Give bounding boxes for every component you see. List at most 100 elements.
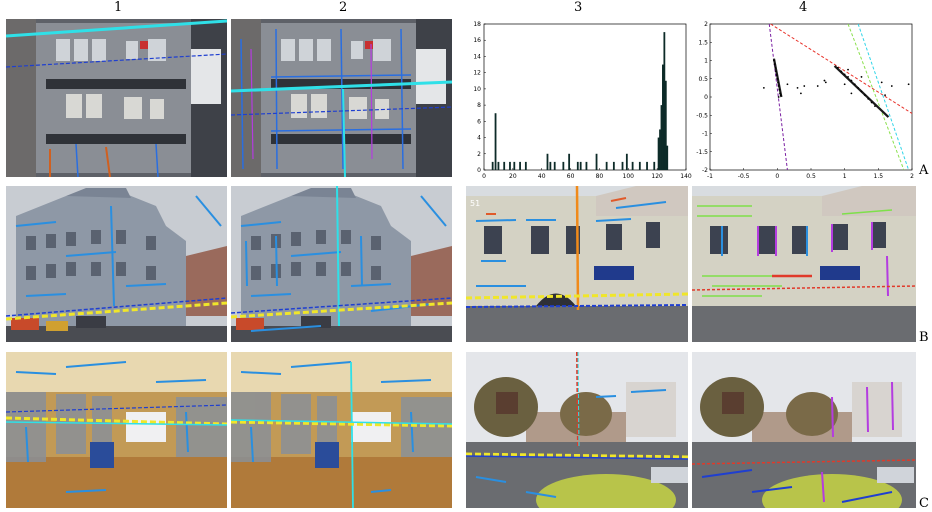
histogram-bar	[497, 161, 500, 170]
scatter-point	[774, 66, 777, 69]
y-tick-label: 2	[704, 21, 708, 28]
y-tick-label: 18	[473, 21, 481, 28]
scatter-point	[847, 68, 849, 71]
scatter-point	[840, 70, 843, 73]
scatter-point	[775, 70, 777, 73]
x-tick-label: 1	[843, 173, 847, 180]
scatter-point	[884, 94, 886, 97]
photo-b2-building	[231, 186, 452, 342]
scatter-point	[777, 81, 779, 84]
x-tick-label: 0	[482, 173, 486, 180]
y-tick-label: 0	[704, 94, 708, 101]
scatter-point	[800, 92, 802, 95]
photo-a2-cabinet	[231, 19, 452, 177]
histogram-bar	[585, 161, 588, 170]
histogram-bar	[491, 161, 494, 170]
scatter-point	[850, 92, 853, 95]
x-tick-label: 2	[910, 173, 914, 180]
x-tick-label: 0	[775, 173, 779, 180]
row-label-a: A	[919, 163, 929, 178]
histogram-bar	[621, 161, 624, 170]
y-tick-label: 2	[477, 151, 481, 158]
histogram-bar	[576, 161, 579, 170]
histogram-bar	[659, 129, 661, 170]
histogram-bar	[666, 145, 669, 170]
y-tick-label: 1.5	[698, 39, 708, 46]
histogram-bar	[494, 113, 497, 170]
x-tick-label: 40	[538, 173, 546, 180]
scatter-point	[803, 85, 806, 87]
y-tick-label: -1.5	[696, 149, 708, 156]
scatter-point	[853, 83, 856, 86]
scatter-point	[860, 90, 863, 93]
scatter-point	[847, 76, 849, 78]
x-tick-label: 100	[623, 173, 635, 180]
y-tick-label: 1	[704, 58, 708, 65]
column-label-4: 4	[799, 0, 808, 15]
histogram-bar	[579, 161, 582, 170]
histogram-bar	[503, 161, 506, 170]
x-tick-label: 140	[680, 173, 692, 180]
scatter-point	[773, 63, 776, 66]
x-tick-label: 60	[567, 173, 575, 180]
row-label-b: B	[919, 330, 929, 345]
y-tick-label: 6	[477, 118, 481, 125]
scatter-point	[850, 79, 853, 82]
y-tick-label: 0	[477, 167, 481, 174]
histogram-bar	[509, 161, 511, 170]
histogram-bar	[553, 161, 556, 170]
scatter-point	[762, 86, 765, 89]
vanishing-line	[857, 23, 910, 171]
scatter-point	[863, 94, 866, 97]
scatter-point	[870, 101, 873, 104]
histogram-bar	[513, 161, 516, 170]
column-label-2: 2	[339, 0, 348, 15]
scatter-point	[816, 85, 819, 87]
vanishing-line	[772, 58, 783, 98]
scatter-line-chart: -1 -0.5 0 0.5 1 1.5 2 -2 -1.5 -1 -0.5 0 0.5 1 1.5 2	[696, 18, 918, 182]
histogram-bar	[595, 153, 598, 170]
scatter-point	[837, 66, 839, 69]
x-tick-label: 20	[509, 173, 517, 180]
y-tick-label: -1	[702, 131, 708, 138]
scatter-point	[843, 73, 846, 76]
photo-a1-cabinet	[6, 19, 227, 177]
column-label-3: 3	[574, 0, 583, 15]
histogram-bar	[663, 32, 666, 170]
scatter-point	[776, 77, 779, 80]
scatter-point	[857, 86, 860, 89]
scatter-point	[779, 92, 781, 95]
x-tick-label: -1	[707, 173, 713, 180]
y-tick-label: -2	[702, 167, 708, 174]
histogram-bar	[662, 64, 664, 170]
histogram-bar	[660, 105, 663, 170]
scatter-point	[890, 85, 893, 87]
scatter-point	[907, 83, 910, 86]
vanishing-line	[770, 23, 913, 114]
photo-b1-building	[6, 186, 227, 342]
photo-c1-interior	[6, 352, 227, 508]
histogram-bar	[653, 161, 656, 170]
histogram-bar	[605, 161, 608, 170]
scatter-point	[779, 94, 782, 97]
scatter-point	[778, 88, 781, 91]
histogram-bar	[664, 80, 667, 170]
histogram-chart: 0 20 40 60 80 100 120 140 0 2 4 6 8 10 12 14 16 18	[462, 18, 694, 182]
histogram-bar	[612, 161, 615, 170]
histogram-bar	[549, 161, 552, 170]
photo-b3-storefront: 51	[466, 186, 688, 342]
row-label-c: C	[919, 496, 929, 511]
histogram-bar	[625, 153, 628, 170]
histogram-bar	[657, 137, 660, 170]
scatter-point	[796, 86, 799, 89]
histogram-bar	[646, 161, 648, 170]
scatter-point	[880, 81, 883, 84]
scatter-point	[775, 74, 778, 76]
photo-b4-storefront	[692, 186, 916, 342]
photo-c2-interior	[231, 352, 452, 508]
histogram-bar	[562, 161, 565, 170]
y-tick-label: 16	[473, 37, 481, 44]
scatter-point	[823, 79, 826, 82]
y-tick-label: 12	[473, 70, 481, 77]
histogram-bar	[568, 153, 571, 170]
